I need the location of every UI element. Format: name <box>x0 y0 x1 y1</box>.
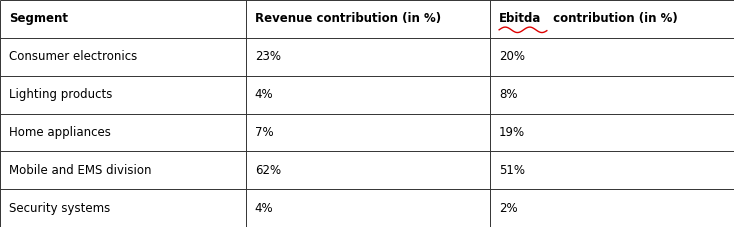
Text: Segment: Segment <box>9 12 68 25</box>
Text: Security systems: Security systems <box>9 202 110 215</box>
Text: 20%: 20% <box>499 50 525 63</box>
Text: 8%: 8% <box>499 88 517 101</box>
Text: Mobile and EMS division: Mobile and EMS division <box>9 164 151 177</box>
Text: 2%: 2% <box>499 202 517 215</box>
Text: 4%: 4% <box>255 202 273 215</box>
Text: Revenue contribution (in %): Revenue contribution (in %) <box>255 12 441 25</box>
Text: 4%: 4% <box>255 88 273 101</box>
Text: contribution (in %): contribution (in %) <box>549 12 677 25</box>
Text: 51%: 51% <box>499 164 525 177</box>
Text: Ebitda: Ebitda <box>499 12 542 25</box>
Text: Home appliances: Home appliances <box>9 126 111 139</box>
Text: 19%: 19% <box>499 126 526 139</box>
Text: 7%: 7% <box>255 126 273 139</box>
Text: Consumer electronics: Consumer electronics <box>9 50 137 63</box>
Text: 23%: 23% <box>255 50 280 63</box>
Text: 62%: 62% <box>255 164 281 177</box>
Text: Lighting products: Lighting products <box>9 88 112 101</box>
